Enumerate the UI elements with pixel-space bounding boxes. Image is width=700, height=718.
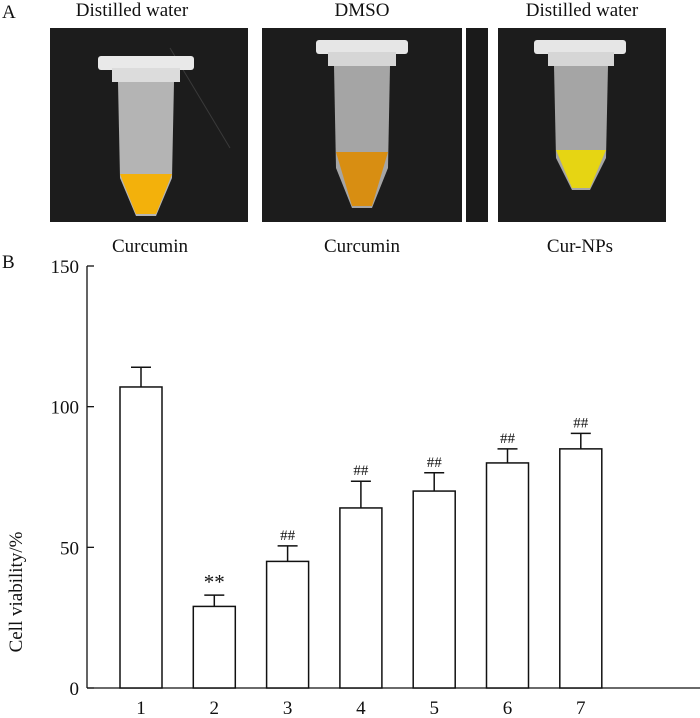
axes: 0 50 100 150: [51, 257, 700, 700]
annotation-5: ##: [427, 455, 443, 471]
y-tick-label: 50: [60, 538, 79, 559]
photo-tube-1: [50, 28, 248, 222]
annotation-6: ##: [500, 431, 516, 447]
panel-b-label: B: [2, 252, 15, 273]
annotation-7: ##: [573, 415, 589, 431]
x-tick-label-2: 2: [210, 698, 220, 718]
x-tick-label-5: 5: [429, 698, 439, 718]
bar-1: [119, 386, 163, 689]
bar-3: [265, 560, 310, 689]
tube-3-illustration: [534, 40, 626, 190]
photo-2-top-caption: DMSO: [334, 0, 390, 21]
x-tick-label-6: 6: [503, 698, 513, 718]
photo-1-bottom-caption: Curcumin: [112, 236, 188, 257]
photo-divider: [466, 28, 488, 222]
photo-tube-3: [498, 28, 666, 222]
panel-a-label: A: [2, 2, 16, 23]
bar-7: [559, 448, 603, 689]
bar-6: [485, 462, 530, 689]
bar-2: [192, 605, 237, 689]
tube-2-illustration: [316, 40, 408, 208]
tube-1-illustration: [98, 47, 231, 216]
annotation-3: ##: [280, 528, 296, 544]
x-tick-label-7: 7: [576, 698, 586, 718]
photo-tube-2: [262, 28, 462, 222]
photo-3-bottom-caption: Cur-NPs: [546, 236, 614, 257]
y-tick-label: 0: [70, 679, 80, 700]
bar-4: [339, 507, 383, 689]
bars: 1 ** 2 ## 3 ## 4 ## 5 ## 6 ## 7: [119, 366, 603, 718]
x-tick-label-3: 3: [283, 698, 293, 718]
bar-5: [412, 490, 456, 689]
y-tick-label: 100: [51, 398, 80, 419]
photo-1-top-caption: Distilled water: [75, 0, 189, 21]
photo-3-top-caption: Distilled water: [525, 0, 639, 21]
y-axis-label: Cell viability/%: [6, 531, 27, 652]
x-tick-label-1: 1: [136, 698, 146, 718]
bar-chart: 0 50 100 150 1 ** 2 ## 3 ## 4 ## 5 ## 6 ## 7 Cell viabi…: [6, 257, 700, 718]
annotation-4: ##: [353, 463, 369, 479]
annotation-2: **: [204, 570, 225, 594]
x-tick-label-4: 4: [356, 698, 366, 718]
photo-2-bottom-caption: Curcumin: [324, 236, 400, 257]
y-tick-label: 150: [51, 257, 80, 278]
